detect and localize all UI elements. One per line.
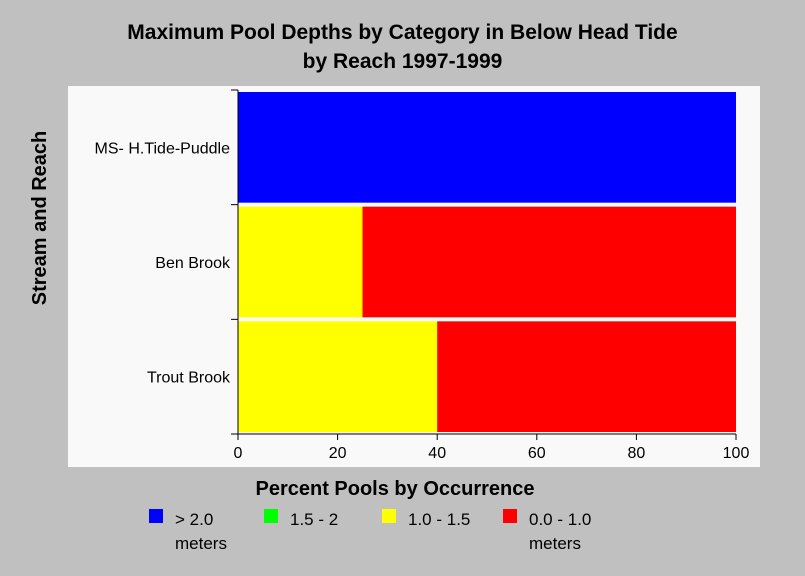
- legend-swatch-4: [503, 509, 517, 523]
- y-axis-label: Stream and Reach: [29, 131, 51, 306]
- axes-group: MS- H.Tide-Puddle Ben Brook Trout Brook 0 20…: [95, 89, 750, 462]
- x-tick-label-100: 100: [723, 445, 750, 462]
- legend-label-4: 0.0 - 1.0: [529, 510, 591, 529]
- bars-group: [238, 92, 736, 432]
- x-tick-label-40: 40: [428, 445, 446, 462]
- bar-trout-brook-0-0-1-0-meters: [437, 321, 736, 432]
- y-tick-label-ms-h-tide-puddle: MS- H.Tide-Puddle: [95, 140, 231, 157]
- legend-label-1-line-2: meters: [175, 534, 227, 553]
- x-tick-label-20: 20: [329, 445, 347, 462]
- x-axis-label: Percent Pools by Occurrence: [255, 478, 534, 500]
- bar-ms-h-tide-puddle-2-0-meters: [238, 92, 736, 203]
- x-tick-label-60: 60: [528, 445, 546, 462]
- x-tick-label-0: 0: [234, 445, 243, 462]
- legend-label-1: > 2.0: [175, 510, 213, 529]
- bar-ben-brook-1-0-1-5: [238, 206, 363, 318]
- x-tick-label-80: 80: [628, 445, 646, 462]
- y-tick-label-ben-brook: Ben Brook: [155, 255, 231, 272]
- legend-label-3: 1.0 - 1.5: [408, 510, 470, 529]
- legend-swatch-3: [382, 509, 396, 523]
- legend: > 2.0 meters 1.5 - 2 1.0 - 1.5 0.0 - 1.0 mete…: [149, 509, 591, 553]
- y-tick-label-trout-brook: Trout Brook: [147, 370, 231, 387]
- legend-swatch-1: [149, 509, 163, 523]
- chart-title-line-1: Maximum Pool Depths by Category in Below…: [127, 21, 678, 44]
- legend-label-2: 1.5 - 2: [290, 510, 338, 529]
- legend-swatch-2: [264, 509, 278, 523]
- chart-title-line-2: by Reach 1997-1999: [302, 50, 503, 73]
- bar-ben-brook-0-0-1-0-meters: [362, 206, 736, 318]
- bar-trout-brook-1-0-1-5: [238, 321, 438, 432]
- legend-label-4-line-2: meters: [529, 534, 581, 553]
